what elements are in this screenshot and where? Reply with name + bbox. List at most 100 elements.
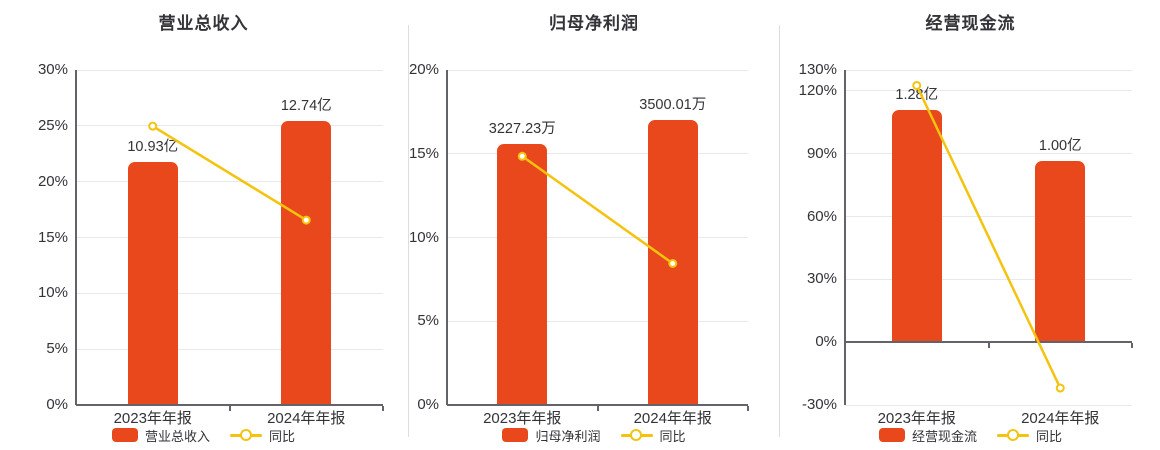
legend-item-bar-series[interactable]: 归母净利润 (502, 426, 601, 445)
gridline (447, 320, 748, 322)
x-axis-line (447, 404, 748, 406)
yoy-line-marker[interactable] (517, 151, 527, 161)
y-axis-tick-label: 20% (37, 172, 68, 190)
gridline (76, 348, 383, 350)
x-category-label: 2023年年报 (113, 410, 192, 427)
legend: 归母净利润 同比 (410, 424, 778, 446)
x-category-label: 2024年年报 (1021, 410, 1100, 427)
gridline (845, 90, 1132, 92)
gridline (447, 237, 748, 238)
legend: 经营现金流 同比 (781, 424, 1160, 446)
y-axis-tick-label: 120% (798, 81, 837, 99)
y-axis-tick-label: 90% (806, 144, 837, 162)
legend-label: 同比 (269, 428, 296, 444)
gridline (76, 125, 383, 127)
chart-panel-cash-flow: 经营现金流 -30% 0% 30% 60% 90% 120% 130% 1.28亿 2023年年… (781, 0, 1160, 450)
plot-area: 0% 5% 10% 15% 20% 25% 30% 10.93亿 2023年年报 12.74亿 20… (38, 61, 384, 427)
yoy-line (521, 155, 674, 265)
x-axis-tick (1131, 343, 1133, 349)
y-axis-tick-label: 25% (37, 116, 68, 134)
y-axis-tick-label: 30% (37, 61, 68, 78)
x-axis-tick (228, 406, 231, 411)
yoy-line-marker[interactable] (148, 121, 158, 131)
bar-2024年年报[interactable] (1035, 160, 1086, 342)
legend-item-line-series[interactable]: 同比 (620, 426, 686, 445)
legend-bar-swatch (878, 428, 905, 442)
legend-item-line-series[interactable]: 同比 (997, 426, 1062, 445)
legend-item-bar-series[interactable]: 营业总收入 (111, 426, 210, 445)
y-axis-line (446, 70, 448, 405)
y-axis-tick-label: 0% (417, 396, 439, 413)
plot-area: 0% 5% 10% 15% 20% 3227.23万 2023年年报 3500.01万 2024… (409, 61, 749, 427)
bar-2023年年报[interactable] (497, 143, 548, 404)
panel-divider (408, 25, 409, 437)
x-axis-tick (596, 406, 599, 411)
x-category-label: 2024年年报 (267, 410, 346, 427)
legend-label: 同比 (659, 428, 686, 444)
yoy-line (915, 84, 1062, 389)
gridline (76, 237, 383, 238)
yoy-line-layer (517, 151, 678, 268)
bar-2024年年报[interactable] (281, 121, 332, 404)
gridline (845, 404, 1132, 406)
legend-line-marker-icon (620, 428, 653, 442)
chart-title: 营业总收入 (158, 14, 249, 33)
x-axis-line (845, 341, 1132, 344)
y-axis-line (75, 70, 77, 405)
yoy-line-marker[interactable] (1055, 383, 1065, 393)
gridline (76, 69, 383, 71)
yoy-line-layer (912, 80, 1065, 393)
gridline (845, 278, 1132, 280)
x-axis-line (76, 404, 383, 406)
y-axis-tick-label: 0% (815, 333, 837, 351)
legend-label: 同比 (1036, 428, 1063, 444)
bar-value-label: 12.74亿 (280, 98, 332, 115)
y-axis-tick-label: 10% (37, 284, 68, 302)
y-axis-tick-label: 60% (806, 207, 837, 225)
x-category-label: 2024年年报 (633, 410, 712, 427)
y-axis-tick-label: 15% (37, 228, 68, 246)
chart-panel-revenue: 营业总收入 0% 5% 10% 15% 20% 25% 30% 10.93亿 2023年年报 12… (0, 0, 407, 450)
y-axis-tick-label: 0% (46, 396, 68, 413)
legend-line-marker-icon (230, 428, 262, 442)
x-axis-tick (987, 343, 990, 349)
legend-bar-swatch (502, 428, 529, 442)
bar-value-label: 1.00亿 (1038, 137, 1082, 154)
chart-title: 经营现金流 (925, 14, 1016, 33)
y-axis-tick-label: 30% (806, 270, 837, 288)
yoy-line-marker[interactable] (668, 258, 678, 268)
plot-area: -30% 0% 30% 60% 90% 120% 130% 1.28亿 2023年年报 1.00亿… (799, 61, 1133, 427)
y-axis-tick-label: 5% (417, 312, 439, 330)
y-axis-tick-label: 15% (408, 144, 439, 162)
bar-value-label: 3227.23万 (488, 120, 556, 137)
gridline (447, 69, 748, 71)
y-axis-tick-label: 5% (46, 340, 68, 358)
y-axis-line (844, 70, 846, 405)
gridline (76, 181, 383, 183)
gridline (447, 153, 748, 155)
yoy-line-marker[interactable] (301, 215, 311, 225)
legend-line-marker-icon (997, 428, 1029, 442)
legend-item-line-series[interactable]: 同比 (230, 426, 295, 445)
bar-2023年年报[interactable] (127, 161, 178, 404)
x-axis-tick (747, 406, 749, 411)
legend-label: 归母净利润 (535, 428, 601, 444)
yoy-line-layer (148, 121, 311, 225)
x-category-label: 2023年年报 (483, 410, 562, 427)
bar-2023年年报[interactable] (891, 109, 942, 342)
yoy-line-marker[interactable] (912, 80, 922, 90)
yoy-line (152, 125, 307, 222)
chart-title: 归母净利润 (549, 14, 639, 33)
y-axis-tick-label: 130% (798, 61, 837, 78)
legend-item-bar-series[interactable]: 经营现金流 (878, 426, 977, 445)
bar-value-label: 10.93亿 (127, 138, 179, 155)
x-axis-tick (382, 406, 384, 411)
y-axis-tick-label: -30% (801, 396, 837, 413)
legend-label: 经营现金流 (911, 428, 977, 444)
gridline (845, 153, 1132, 155)
gridline (845, 216, 1132, 218)
legend-bar-swatch (111, 428, 138, 442)
bar-value-label: 3500.01万 (639, 97, 707, 114)
legend: 营业总收入 同比 (0, 424, 407, 446)
